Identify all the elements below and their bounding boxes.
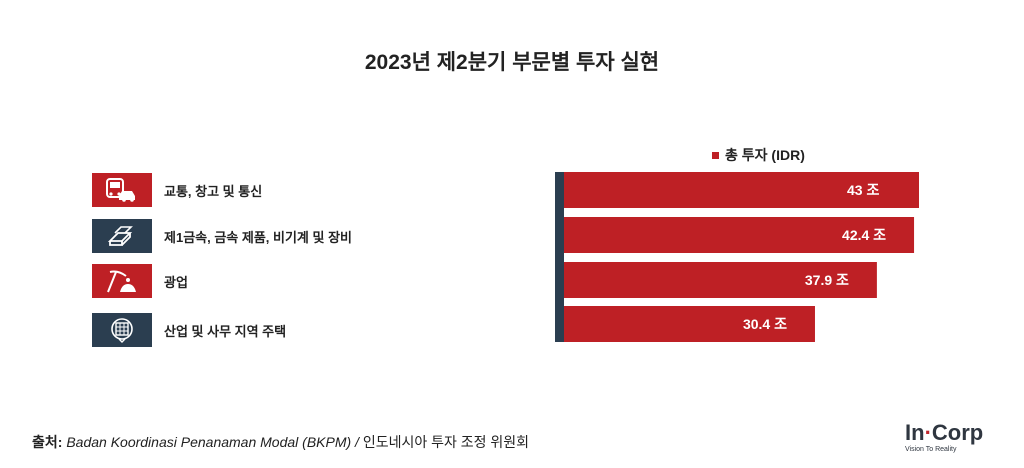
legend-swatch (712, 151, 719, 159)
category-row: 교통, 창고 및 통신 (92, 173, 262, 207)
source-label: 출처: (32, 434, 63, 450)
office-building-icon (92, 313, 152, 347)
bar (564, 262, 877, 298)
legend-label: 총 투자 (IDR) (725, 147, 805, 163)
category-row: 산업 및 사무 지역 주택 (92, 313, 286, 347)
category-label: 산업 및 사무 지역 주택 (164, 323, 287, 339)
bar-value-label: 42.4 조 (842, 227, 886, 243)
category-row: 제1금속, 금속 제품, 비기계 및 장비 (92, 219, 352, 253)
logo-dot: · (924, 420, 932, 445)
bar (564, 306, 815, 342)
logo-text-right: Corp (931, 420, 984, 445)
category-label: 광업 (164, 274, 188, 290)
category-label: 제1금속, 금속 제품, 비기계 및 장비 (164, 229, 352, 245)
logo-text-left: In (905, 420, 925, 445)
category-label: 교통, 창고 및 통신 (164, 183, 263, 199)
bar (564, 172, 919, 208)
category-row: 광업 (92, 264, 188, 298)
logo-tagline: Vision To Reality (905, 446, 957, 453)
bar-value-label: 30.4 조 (743, 316, 787, 332)
incorp-logo: In·Corp Vision To Reality (905, 421, 1005, 461)
source-text: 인도네시아 투자 조정 위원회 (362, 434, 530, 450)
legend: 총 투자 (IDR) (712, 145, 805, 165)
bar-value-label: 43 조 (847, 182, 879, 198)
metal-bars-icon (92, 219, 152, 253)
source-note: 출처: Badan Koordinasi Penanaman Modal (BK… (32, 432, 529, 452)
source-italic-text: Badan Koordinasi Penanaman Modal (BKPM) … (66, 434, 359, 450)
category-axis (555, 172, 564, 342)
bar-value-label: 37.9 조 (805, 272, 849, 288)
bar (564, 217, 915, 253)
bus-car-icon (92, 173, 152, 207)
mining-pickaxe-icon (92, 264, 152, 298)
chart-title: 2023년 제2분기 부문별 투자 실현 (364, 51, 660, 74)
